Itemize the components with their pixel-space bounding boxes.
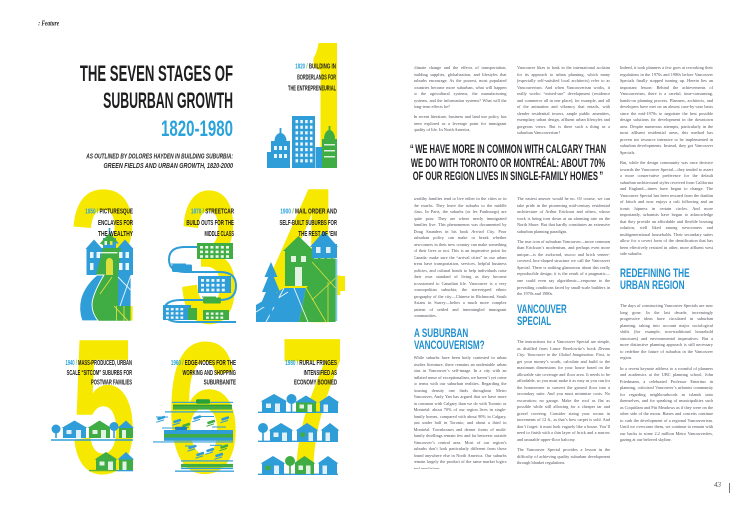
svg-text:1980 / RURAL FRINGES: 1980 / RURAL FRINGES (285, 360, 337, 367)
svg-text:THE ENTREPRENEURIAL: THE ENTREPRENEURIAL (288, 86, 336, 93)
svg-text:ECONOMY BOOMED: ECONOMY BOOMED (294, 380, 337, 387)
svg-text:THE SEVEN STAGES OF: THE SEVEN STAGES OF (80, 62, 233, 86)
svg-text:BUILD OUTS FOR THE: BUILD OUTS FOR THE (186, 220, 234, 227)
svg-text:1960 / EDGE-NODES FOR THE: 1960 / EDGE-NODES FOR THE (171, 360, 236, 367)
svg-text:1900 / MAIL ORDER AND: 1900 / MAIL ORDER AND (280, 209, 337, 216)
svg-text:SUBURBANITE: SUBURBANITE (204, 380, 236, 387)
svg-text:BORDERLANDS FOR: BORDERLANDS FOR (297, 75, 336, 82)
svg-text:SUBURBAN GROWTH: SUBURBAN GROWTH (103, 88, 233, 113)
svg-text:1820-1980: 1820-1980 (161, 117, 233, 142)
svg-text:1940 / MASS-PRODUCED, URBAN: 1940 / MASS-PRODUCED, URBAN (65, 360, 132, 367)
svg-text:INTENSIFIED AS: INTENSIFIED AS (304, 370, 337, 377)
svg-text:THE WEALTHY: THE WEALTHY (98, 231, 133, 238)
svg-text:1820 / BUILDING IN: 1820 / BUILDING IN (295, 64, 336, 71)
svg-text:POSTWAR FAMILIES: POSTWAR FAMILIES (91, 380, 132, 387)
svg-text:MIDDLE CLASS: MIDDLE CLASS (204, 231, 234, 238)
svg-text:1850 / PICTURESQUE: 1850 / PICTURESQUE (85, 209, 133, 216)
svg-text:AS OUTLINED BY DOLORES HAYDEN: AS OUTLINED BY DOLORES HAYDEN IN BUILDIN… (85, 153, 233, 161)
svg-text:5: 5 (71, 299, 136, 512)
svg-text:ENCLAVES FOR: ENCLAVES FOR (98, 220, 134, 227)
svg-text:WORKING AND SHOPPING: WORKING AND SHOPPING (183, 370, 237, 377)
svg-text:SCALE “SITCOM” SUBURBS FOR: SCALE “SITCOM” SUBURBS FOR (67, 370, 132, 377)
svg-text:1870 / STREETCAR: 1870 / STREETCAR (191, 209, 235, 216)
svg-text:GREEN FIELDS AND URBAN GROWTH,: GREEN FIELDS AND URBAN GROWTH, 1820-2000 (103, 162, 233, 170)
svg-text:: Feature: : Feature (38, 20, 59, 28)
svg-text:SELF-BUILT SUBURBS FOR: SELF-BUILT SUBURBS FOR (280, 220, 338, 227)
svg-text:THE REST OF ’EM: THE REST OF ’EM (298, 231, 337, 238)
